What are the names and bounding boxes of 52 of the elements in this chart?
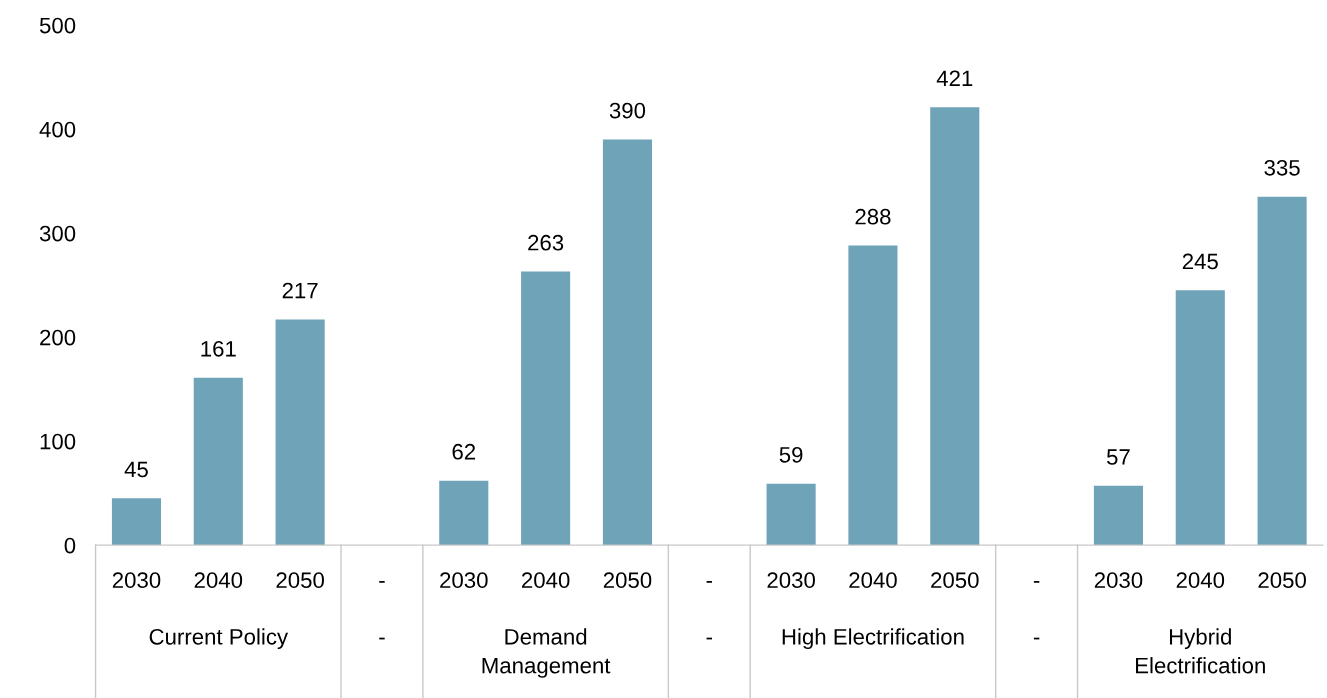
data-label: 45 <box>124 461 148 478</box>
text: Demand Management <box>482 628 611 678</box>
y-tick-label: 0 <box>64 537 76 554</box>
data-label: 217 <box>282 282 318 299</box>
data-label: 288 <box>855 208 891 225</box>
text: High Electrification <box>782 628 964 650</box>
bar <box>1093 485 1143 546</box>
x-tick-label: - <box>379 581 385 583</box>
text: - <box>706 637 712 640</box>
x-tick-label: 2030 <box>767 572 815 589</box>
data-label: 59 <box>779 446 803 463</box>
data-label: 263 <box>528 234 564 251</box>
x-tick-label: 2050 <box>931 572 979 589</box>
data-label: 390 <box>609 102 646 119</box>
x-tick-label: 2030 <box>112 572 161 589</box>
data-label: 335 <box>1264 159 1300 176</box>
x-tick-label: - <box>1033 581 1040 583</box>
x-tick-label: 2050 <box>1258 572 1306 589</box>
x-tick-label: 2030 <box>1094 572 1143 589</box>
x-tick-label: 2040 <box>522 572 570 589</box>
bar <box>766 483 816 546</box>
bar <box>602 139 652 546</box>
bar <box>1257 196 1307 546</box>
text: Current Policy <box>149 628 289 650</box>
x-tick-label: 2030 <box>440 572 488 589</box>
bar <box>275 319 325 546</box>
text: Hybrid Electrification <box>1136 628 1265 674</box>
y-tick-label: 200 <box>40 329 76 346</box>
data-label: 421 <box>936 70 973 87</box>
y-tick-label: 400 <box>39 121 76 138</box>
x-tick-label: 2040 <box>849 572 897 589</box>
x-tick-label: 2040 <box>194 572 243 589</box>
bar <box>193 377 243 546</box>
x-tick-label: 2050 <box>603 572 652 589</box>
text: - <box>1033 637 1040 640</box>
y-tick-label: 100 <box>40 433 76 450</box>
bar <box>848 245 898 546</box>
y-tick-label: 500 <box>39 17 76 34</box>
y-tick-label: 300 <box>39 225 76 242</box>
x-tick-label: - <box>706 581 712 583</box>
bar <box>930 107 980 546</box>
data-label: 62 <box>452 443 476 460</box>
bar <box>439 480 489 546</box>
x-tick-label: 2040 <box>1176 572 1225 589</box>
data-label: 57 <box>1106 449 1130 465</box>
bar <box>111 498 162 546</box>
x-tick-label: 2050 <box>276 572 324 589</box>
data-label: 161 <box>201 340 236 357</box>
bar <box>521 271 571 546</box>
bar <box>1175 290 1225 546</box>
text: - <box>379 637 385 640</box>
data-label: 245 <box>1182 253 1218 270</box>
